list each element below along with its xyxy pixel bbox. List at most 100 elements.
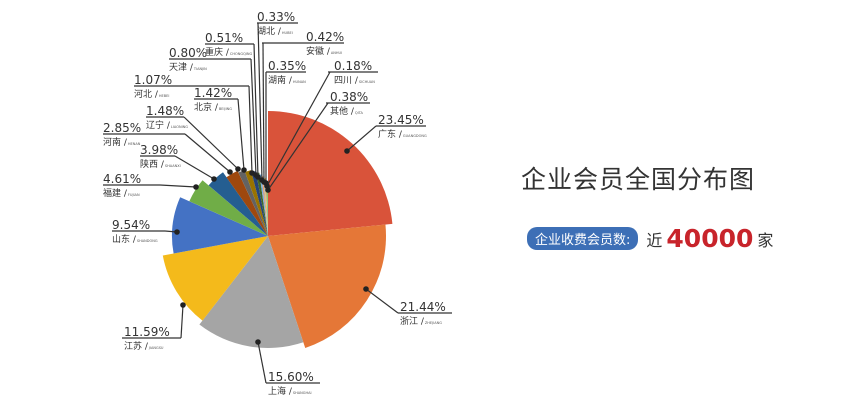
leader-line xyxy=(183,116,239,170)
pie-slice-qita xyxy=(266,182,268,236)
slice-percent-label: 11.59% xyxy=(124,325,170,339)
leader-dot xyxy=(363,286,369,292)
slice-percent-label: 0.80% xyxy=(169,46,207,60)
leader-line xyxy=(237,98,245,171)
slice-percent-label: 4.61% xyxy=(103,172,141,186)
slice-pinyin-label: BEIJING xyxy=(219,107,232,111)
pie-slice-shanghai xyxy=(199,236,304,348)
pie-slice-jiangsu xyxy=(162,236,268,321)
leader-line xyxy=(346,125,377,152)
slice-name-label: 上海 /SHANGHAI xyxy=(268,385,312,397)
pie-slice-liaoning xyxy=(238,170,268,236)
pie-slice-hunan xyxy=(264,178,268,236)
slice-pinyin-label: CHONGQING xyxy=(230,52,253,56)
member-count: 企业收费会员数: 近 40000 家 xyxy=(527,224,773,253)
slice-name: 河北 / xyxy=(134,88,159,100)
slice-name: 浙江 / xyxy=(400,315,425,327)
pie-slice-hebei xyxy=(251,171,268,236)
slice-name-label: 辽宁 /LIAONING xyxy=(146,119,188,131)
leader-line xyxy=(262,42,265,183)
slice-name: 上海 / xyxy=(268,385,293,397)
slice-name-label: 重庆 /CHONGQING xyxy=(205,46,252,58)
slice-name-label: 河北 /HEBEI xyxy=(134,88,169,100)
leader-line xyxy=(248,85,253,174)
member-count-badge: 企业收费会员数: xyxy=(527,227,639,250)
leader-line xyxy=(267,102,329,191)
slice-percent-label: 9.54% xyxy=(112,218,150,232)
slice-pinyin-label: SICHUAN xyxy=(359,80,375,84)
slice-pinyin-label: TIANJIN xyxy=(193,67,207,71)
slice-pinyin-label: HENAN xyxy=(128,142,141,146)
slice-name: 重庆 / xyxy=(205,46,230,58)
leader-line xyxy=(266,71,331,187)
leader-dot xyxy=(211,176,217,182)
pie-chart: 23.45%广东 /GUANGDONG 21.44%浙江 /ZHEJIANG 15.… xyxy=(103,10,452,397)
slice-pinyin-label: QITA xyxy=(355,111,364,115)
slice-name-label: 陕西 /SHAANXI xyxy=(140,158,181,170)
slice-name: 湖南 / xyxy=(268,74,293,86)
leader-line xyxy=(159,184,197,188)
slice-name: 山东 / xyxy=(112,233,137,245)
leader-dot xyxy=(235,166,241,172)
slice-name: 湖北 / xyxy=(257,26,282,37)
pie-slice-shaanxi xyxy=(208,172,268,236)
pie-slice-tianjin xyxy=(256,172,268,236)
pie-slice-anhui xyxy=(262,176,268,236)
slice-percent-label: 0.51% xyxy=(205,31,243,45)
slice-name-label: 湖南 /HUNAN xyxy=(268,74,306,86)
slice-name: 福建 / xyxy=(103,187,128,199)
slice-pinyin-label: SHAANXI xyxy=(165,164,181,168)
leader-line xyxy=(257,341,267,384)
member-count-prefix: 近 xyxy=(646,230,663,250)
slice-name-label: 江苏 /JIANGSU xyxy=(124,340,164,352)
slice-name-label: 安徽 /ANHUI xyxy=(306,45,342,57)
slice-pinyin-label: HEBEI xyxy=(159,94,170,98)
pie-slice-guangdong xyxy=(268,111,393,236)
slice-percent-label: 0.38% xyxy=(330,90,368,104)
slice-name: 天津 / xyxy=(169,62,194,73)
slice-name-label: 广东 /GUANGDONG xyxy=(378,128,427,140)
leader-line xyxy=(174,155,215,180)
slice-pinyin-label: SHANGHAI xyxy=(293,391,312,395)
slice-pinyin-label: JIANGSU xyxy=(148,346,164,350)
slice-pinyin-label: GUANGDONG xyxy=(403,134,427,138)
slice-percent-label: 1.07% xyxy=(134,73,172,87)
slice-percent-label: 1.48% xyxy=(146,104,184,118)
leader-dot xyxy=(255,174,261,180)
leader-line xyxy=(180,304,184,339)
leader-line xyxy=(253,43,259,178)
slice-name: 其他 / xyxy=(330,105,355,117)
slice-percent-label: 23.45% xyxy=(378,113,424,127)
slice-name: 广东 / xyxy=(378,128,403,140)
slice-name: 安徽 / xyxy=(306,45,331,57)
slice-name-label: 河南 /HENAN xyxy=(103,136,141,148)
leader-dot xyxy=(344,148,350,154)
slice-name: 陕西 / xyxy=(140,158,165,170)
slice-name-label: 北京 /BEIJING xyxy=(194,101,232,113)
slice-name-label: 四川 /SICHUAN xyxy=(334,76,375,86)
slice-percent-label: 0.18% xyxy=(334,59,372,73)
slice-name: 北京 / xyxy=(194,101,219,113)
leader-dot xyxy=(180,302,186,308)
pie-slice-shandong xyxy=(172,197,268,254)
slice-pinyin-label: HUNAN xyxy=(293,80,306,84)
slice-percent-label: 0.42% xyxy=(306,30,344,44)
slice-pinyin-label: FUJIAN xyxy=(128,193,140,197)
slice-pinyin-label: ZHEJIANG xyxy=(425,321,442,325)
pie-slice-beijing xyxy=(245,170,268,236)
leader-dot xyxy=(241,167,247,173)
pie-slice-zhejiang xyxy=(268,224,387,348)
leader-dot xyxy=(227,169,233,175)
slice-pinyin-label: HUBEI xyxy=(282,31,293,35)
slice-name-label: 福建 /FUJIAN xyxy=(103,187,140,199)
slice-name-label: 其他 /QITA xyxy=(330,105,364,117)
slice-pinyin-label: LIAONING xyxy=(171,125,188,129)
slice-name: 河南 / xyxy=(103,136,128,148)
slice-name-label: 湖北 /HUBEI xyxy=(257,26,293,37)
slice-pinyin-label: ANHUI xyxy=(331,51,342,55)
slice-percent-label: 3.98% xyxy=(140,143,178,157)
pie-slice-hubei xyxy=(261,176,268,236)
slice-percent-label: 0.33% xyxy=(257,10,295,24)
leader-line xyxy=(257,22,263,181)
pie-slice-henan xyxy=(226,170,268,236)
